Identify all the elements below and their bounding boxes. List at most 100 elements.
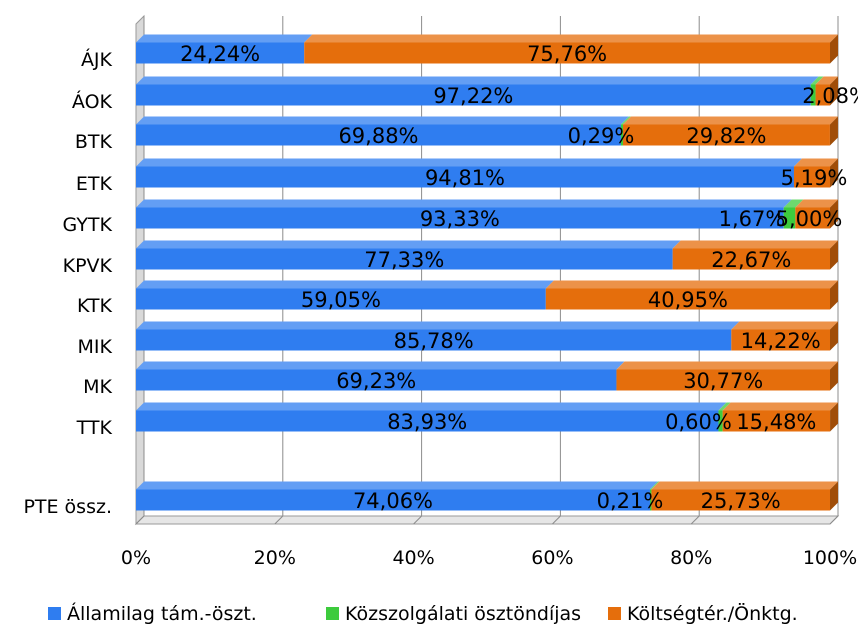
bar-segment	[722, 410, 831, 432]
bar-segment-top	[793, 158, 838, 167]
bar-segment-top	[810, 76, 824, 85]
bar-segment-top	[651, 481, 838, 490]
bar-segment-top	[136, 116, 629, 125]
bar-segment-top	[616, 361, 838, 370]
category-label: GYTK	[63, 214, 113, 236]
bar-side	[830, 199, 838, 229]
data-label: 1,67%	[719, 207, 786, 231]
bar-segment	[810, 84, 816, 106]
category-label: ÁJK	[81, 48, 113, 71]
bar-segment	[136, 288, 546, 310]
bar-segment	[815, 84, 830, 106]
bar-segment-top	[722, 402, 839, 411]
data-label: 40,95%	[648, 288, 728, 312]
bar-segment	[136, 42, 305, 64]
bar-segment	[304, 42, 830, 64]
data-label: 83,93%	[387, 410, 467, 434]
category-label: ETK	[76, 173, 113, 195]
data-label: 0,60%	[665, 410, 732, 434]
bar-segment	[718, 410, 723, 432]
x-tick-label: 40%	[392, 547, 434, 569]
category-label: PTE össz.	[23, 496, 112, 518]
data-label: 69,23%	[336, 369, 416, 393]
bar-segment	[731, 329, 830, 351]
bar-segment-top	[136, 280, 554, 289]
bar-segment-top	[731, 321, 838, 330]
data-label: 59,05%	[301, 288, 381, 312]
bars	[136, 34, 839, 511]
bar-segment	[783, 207, 796, 229]
bar-side	[830, 402, 839, 432]
bar-segment-top	[815, 76, 838, 85]
bar-segment-top	[136, 199, 792, 208]
x-tick-labels: 0% 20% 40% 60% 80% 100%	[121, 547, 857, 569]
data-label: 94,81%	[425, 166, 505, 190]
bar-side	[830, 280, 838, 310]
category-label: ÁOK	[72, 90, 113, 113]
bar-segment-top	[545, 280, 838, 289]
bar-segment	[136, 207, 784, 229]
bar-segment-top	[795, 199, 838, 208]
bar-segment	[616, 369, 830, 391]
x-tick-label: 0%	[121, 547, 151, 569]
bar-segment	[136, 248, 673, 270]
bar-segment	[651, 489, 830, 511]
bar-side	[830, 34, 838, 64]
bar-side	[830, 240, 838, 270]
legend-label: Államilag tám.-öszt.	[67, 602, 257, 625]
bar-segment	[136, 369, 617, 391]
bar-segment-top	[136, 321, 740, 330]
bar-side	[830, 76, 838, 106]
bar-side	[830, 361, 838, 391]
legend-swatch	[48, 607, 61, 620]
legend-item: Közszolgálati ösztöndíjas	[326, 603, 581, 625]
data-label: 22,67%	[711, 248, 791, 272]
bar-side	[830, 481, 838, 511]
data-label: 97,22%	[433, 84, 513, 108]
data-label: 77,33%	[364, 248, 444, 272]
floor	[134, 515, 840, 525]
bar-segment-top	[136, 240, 681, 249]
data-label: 74,06%	[353, 489, 433, 513]
legend-swatch	[326, 607, 339, 620]
bar-segment-top	[620, 116, 631, 125]
bar-segment-top	[672, 240, 838, 249]
bar-segment-top	[136, 76, 819, 85]
x-tick-label: 20%	[254, 547, 296, 569]
bar-segment	[136, 166, 794, 188]
data-label: 24,24%	[180, 42, 260, 66]
bar-side	[830, 321, 838, 351]
bar-segment	[545, 288, 830, 310]
data-label: 14,22%	[741, 329, 821, 353]
bar-segment	[136, 84, 811, 106]
bar-segment-top	[718, 402, 731, 411]
bar-segment	[672, 248, 830, 270]
bar-segment-top	[136, 361, 625, 370]
data-label: 75,76%	[527, 42, 607, 66]
x-tick-label: 100%	[803, 547, 857, 569]
bar-segment	[795, 207, 830, 229]
bar-segment-top	[136, 34, 313, 43]
category-label: MK	[83, 376, 112, 398]
gridline	[829, 16, 839, 525]
bar-side	[830, 158, 838, 188]
data-label: 15,48%	[736, 410, 816, 434]
bar-segment	[136, 124, 621, 146]
data-label: 2,08%	[802, 84, 858, 108]
legend-swatch	[608, 607, 621, 620]
data-label: 93,33%	[420, 207, 500, 231]
data-label: 5,00%	[776, 207, 843, 231]
category-labels: ÁJK ÁOK BTK ETK GYTK KPVK KTK MIK MK TTK PTE össz.	[23, 48, 112, 518]
legend-item: Államilag tám.-öszt.	[48, 602, 257, 625]
bar-segment	[620, 124, 623, 146]
data-label: 29,82%	[686, 124, 766, 148]
x-tick-label: 80%	[670, 547, 712, 569]
legend-item: Költségtér./Önktg.	[608, 602, 798, 625]
legend-label: Költségtér./Önktg.	[627, 602, 798, 625]
bar-segment	[136, 410, 719, 432]
bar-segment	[136, 489, 650, 511]
category-label: TTK	[76, 417, 113, 439]
bar-segment-top	[783, 199, 804, 208]
